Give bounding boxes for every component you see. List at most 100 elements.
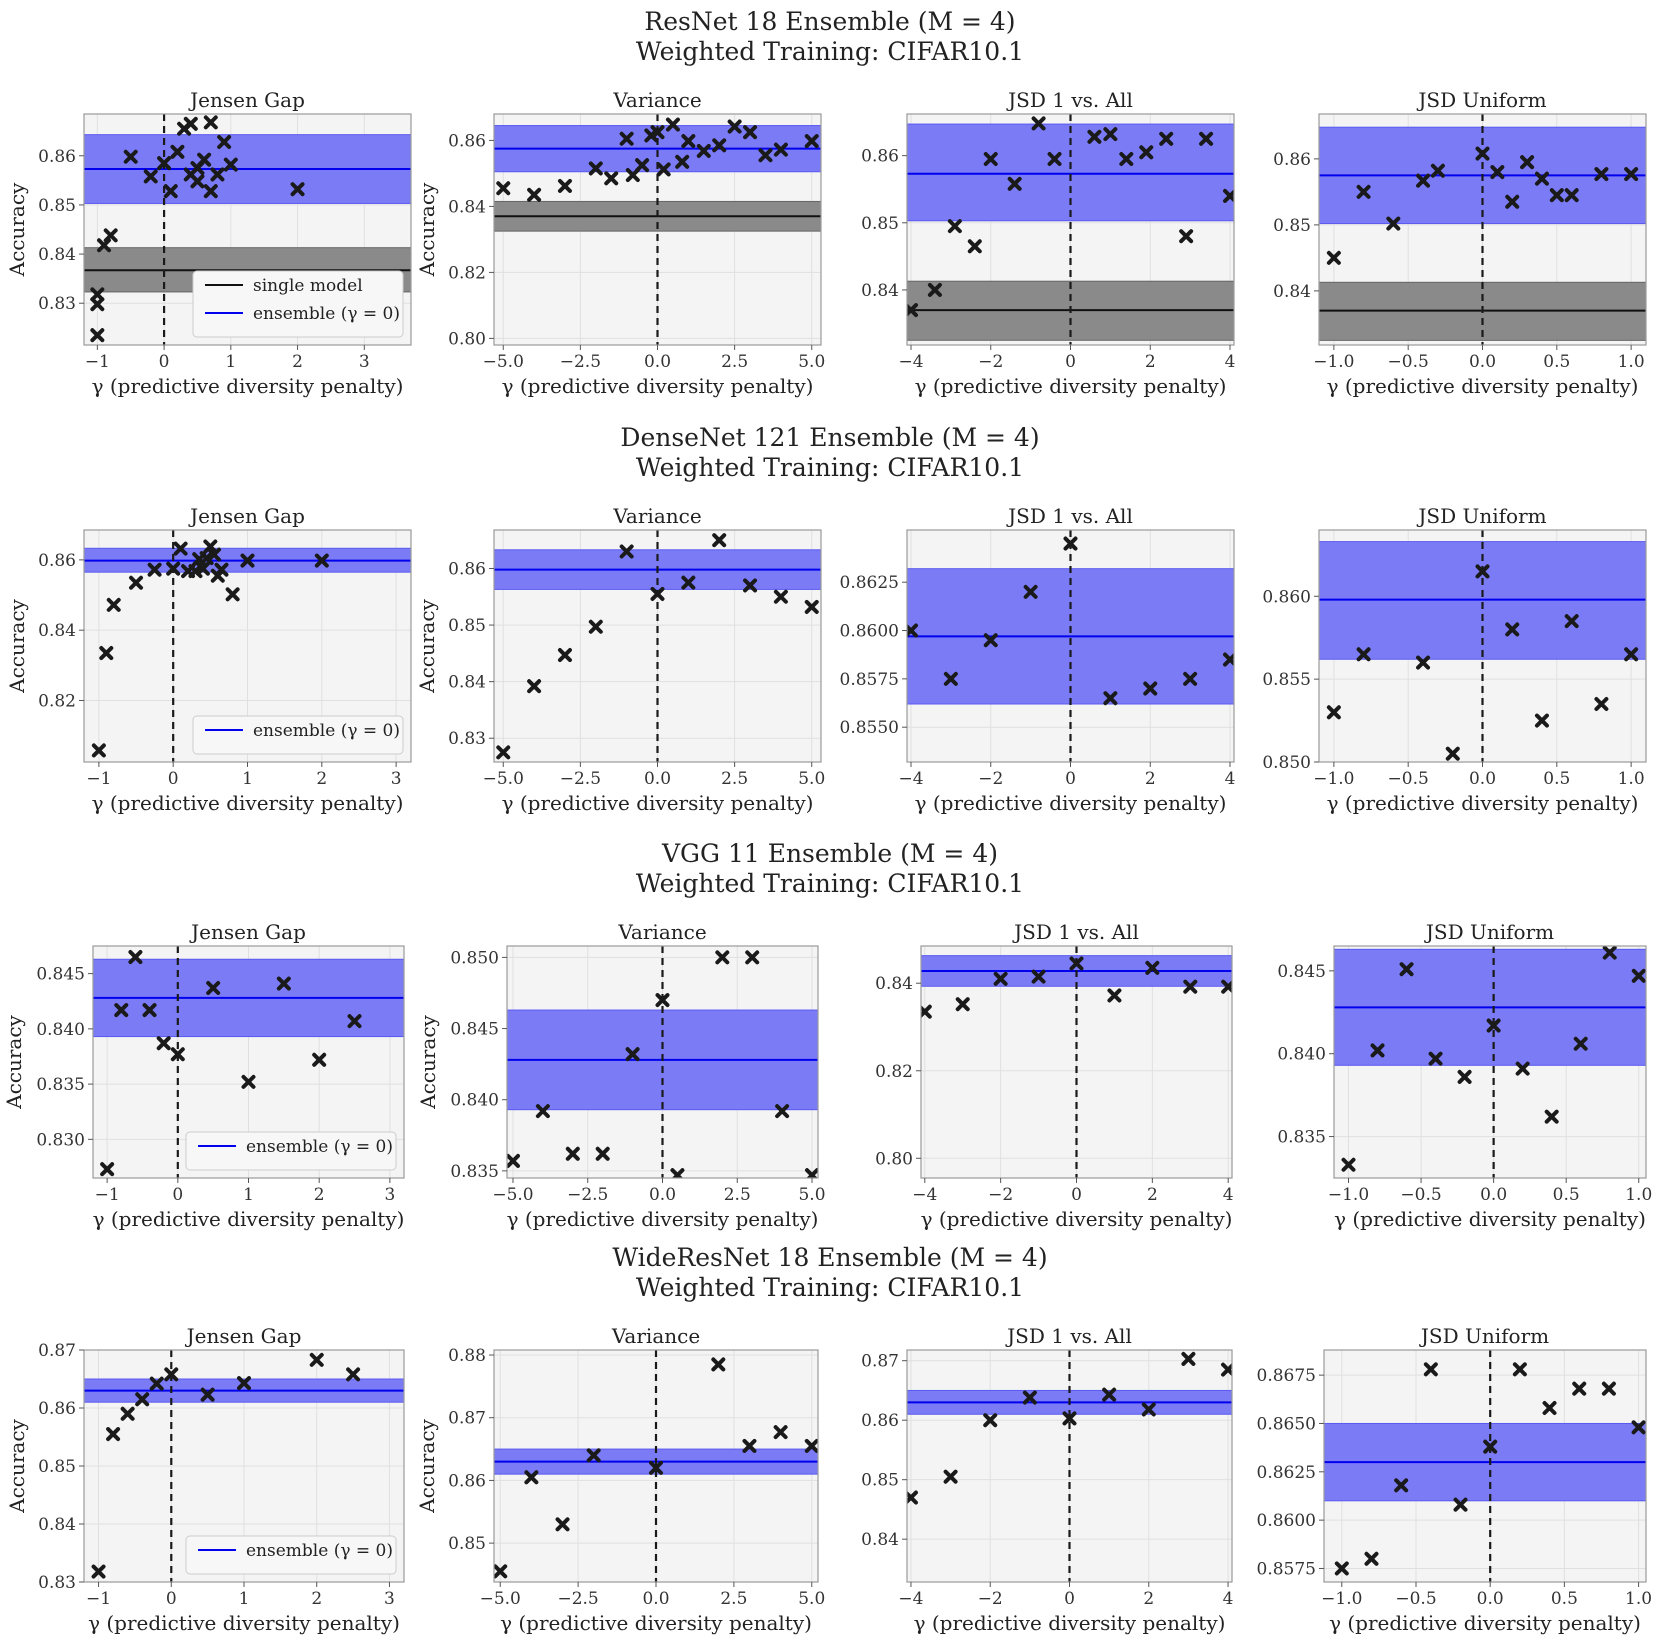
x-tick-label: 4 <box>1223 1185 1234 1205</box>
data-point <box>650 586 665 601</box>
row-1: DenseNet 121 Ensemble (M = 4)Weighted Tr… <box>5 423 1647 815</box>
data-point <box>290 182 305 197</box>
panel-title: JSD Uniform <box>1419 1324 1549 1348</box>
data-point <box>1490 165 1505 180</box>
panel: −1.0 −0.5 0.0 0.5 1.0 0.835 0.840 0.845 JSD Unif… <box>1277 920 1652 1231</box>
data-point <box>804 1438 818 1453</box>
y-tick-label: 0.88 <box>448 1346 486 1366</box>
data-point <box>1326 250 1341 265</box>
data-point <box>166 561 181 576</box>
legend-box <box>192 270 404 338</box>
data-point <box>524 1470 539 1485</box>
x-axis-label: γ (predictive diversity penalty) <box>92 374 404 398</box>
data-point <box>619 544 634 559</box>
y-tick-label: 0.82 <box>875 1062 913 1082</box>
panel-title: Jensen Gap <box>188 88 305 112</box>
data-point <box>223 157 238 172</box>
data-point <box>1341 1157 1356 1172</box>
data-point <box>203 115 218 130</box>
data-point <box>1356 184 1371 199</box>
data-point <box>1520 155 1535 170</box>
panel: −4 −2 0 2 4 0.84 0.85 0.86 JSD 1 vs. All γ (predi… <box>861 88 1235 398</box>
data-point <box>742 1438 757 1453</box>
data-point <box>1102 1387 1117 1402</box>
y-tick-label: 0.86 <box>38 1399 76 1419</box>
x-tick-label: 5.0 <box>798 352 825 372</box>
plot-content <box>494 1350 818 1582</box>
data-point <box>1534 713 1549 728</box>
data-point <box>993 971 1008 986</box>
data-point <box>743 578 758 593</box>
x-tick-label: 0 <box>1071 1185 1082 1205</box>
plot-content <box>1334 946 1646 1178</box>
data-point <box>164 1367 179 1382</box>
data-point <box>927 282 942 297</box>
panel-title: Variance <box>612 88 701 112</box>
x-tick-label: 2.5 <box>724 1185 751 1205</box>
data-point <box>773 1425 788 1440</box>
x-tick-label: −4 <box>912 1185 937 1205</box>
data-point <box>619 131 634 146</box>
y-tick-label: 0.84 <box>448 197 486 217</box>
panel-title: JSD 1 vs. All <box>1005 1324 1132 1348</box>
data-point <box>163 184 178 199</box>
plot-content <box>93 946 404 1178</box>
x-tick-label: 0 <box>172 1185 183 1205</box>
x-tick-label: 1.0 <box>1625 1589 1652 1609</box>
y-tick-label: 0.86 <box>448 1471 486 1491</box>
x-tick-label: −0.5 <box>1388 769 1429 789</box>
x-tick-label: −2 <box>978 1589 1003 1609</box>
data-point <box>712 138 727 153</box>
row-3: WideResNet 18 Ensemble (M = 4)Weighted T… <box>5 1243 1652 1635</box>
data-point <box>1430 163 1445 178</box>
data-point <box>1370 1043 1385 1058</box>
x-tick-label: 1 <box>225 352 236 372</box>
x-tick-label: 2 <box>1147 1185 1158 1205</box>
row-title: ResNet 18 Ensemble (M = 4) <box>644 7 1015 36</box>
x-tick-label: 0.0 <box>649 1185 676 1205</box>
data-point <box>1573 1036 1588 1051</box>
data-point <box>1631 1420 1646 1435</box>
data-point <box>1486 1018 1501 1033</box>
x-tick-label: 0.5 <box>1543 352 1570 372</box>
data-point <box>804 599 819 614</box>
plot-content <box>907 1350 1232 1582</box>
data-point <box>203 184 218 199</box>
data-point <box>1505 622 1520 637</box>
data-point <box>805 1168 818 1178</box>
y-tick-label: 0.85 <box>861 214 899 234</box>
plot-content <box>1324 1350 1646 1582</box>
y-axis-label: Accuracy <box>5 1418 29 1513</box>
plot-content <box>494 114 821 345</box>
x-axis-label: γ (predictive diversity penalty) <box>921 1207 1233 1231</box>
data-point <box>711 1357 726 1372</box>
data-point <box>745 950 760 965</box>
x-tick-label: −1.0 <box>1313 769 1354 789</box>
y-tick-label: 0.8575 <box>1257 1559 1316 1579</box>
plot-content <box>494 530 821 762</box>
data-point <box>1549 188 1564 203</box>
x-axis-label: γ (predictive diversity penalty) <box>93 1207 405 1231</box>
y-tick-label: 0.855 <box>1262 670 1311 690</box>
panel: −1 0 1 2 3 0.83 0.84 0.85 0.86 0.87 Jensen Gap γ (p… <box>5 1324 405 1635</box>
data-point <box>649 1460 663 1475</box>
data-point <box>90 328 105 343</box>
y-tick-label: 0.84 <box>861 281 899 301</box>
data-point <box>90 287 105 302</box>
panel-title: JSD 1 vs. All <box>1006 504 1133 528</box>
data-point <box>1564 614 1579 629</box>
y-tick-label: 0.835 <box>36 1075 85 1095</box>
plot-frame <box>1333 945 1647 1179</box>
x-tick-label: 1.0 <box>1625 1185 1652 1205</box>
data-point <box>120 1406 135 1421</box>
data-point <box>675 154 690 169</box>
data-point <box>203 539 218 554</box>
row-subtitle: Weighted Training: CIFAR10.1 <box>636 37 1024 66</box>
data-point <box>527 187 542 202</box>
panel: −4 −2 0 2 4 0.84 0.85 0.86 0.87 JSD 1 vs. All γ (p… <box>861 1324 1233 1635</box>
y-tick-label: 0.84 <box>875 974 913 994</box>
data-point <box>595 1146 610 1161</box>
x-tick-label: 4 <box>1223 1589 1234 1609</box>
x-tick-label: 0 <box>1064 1589 1075 1609</box>
y-tick-label: 0.85 <box>38 196 76 216</box>
